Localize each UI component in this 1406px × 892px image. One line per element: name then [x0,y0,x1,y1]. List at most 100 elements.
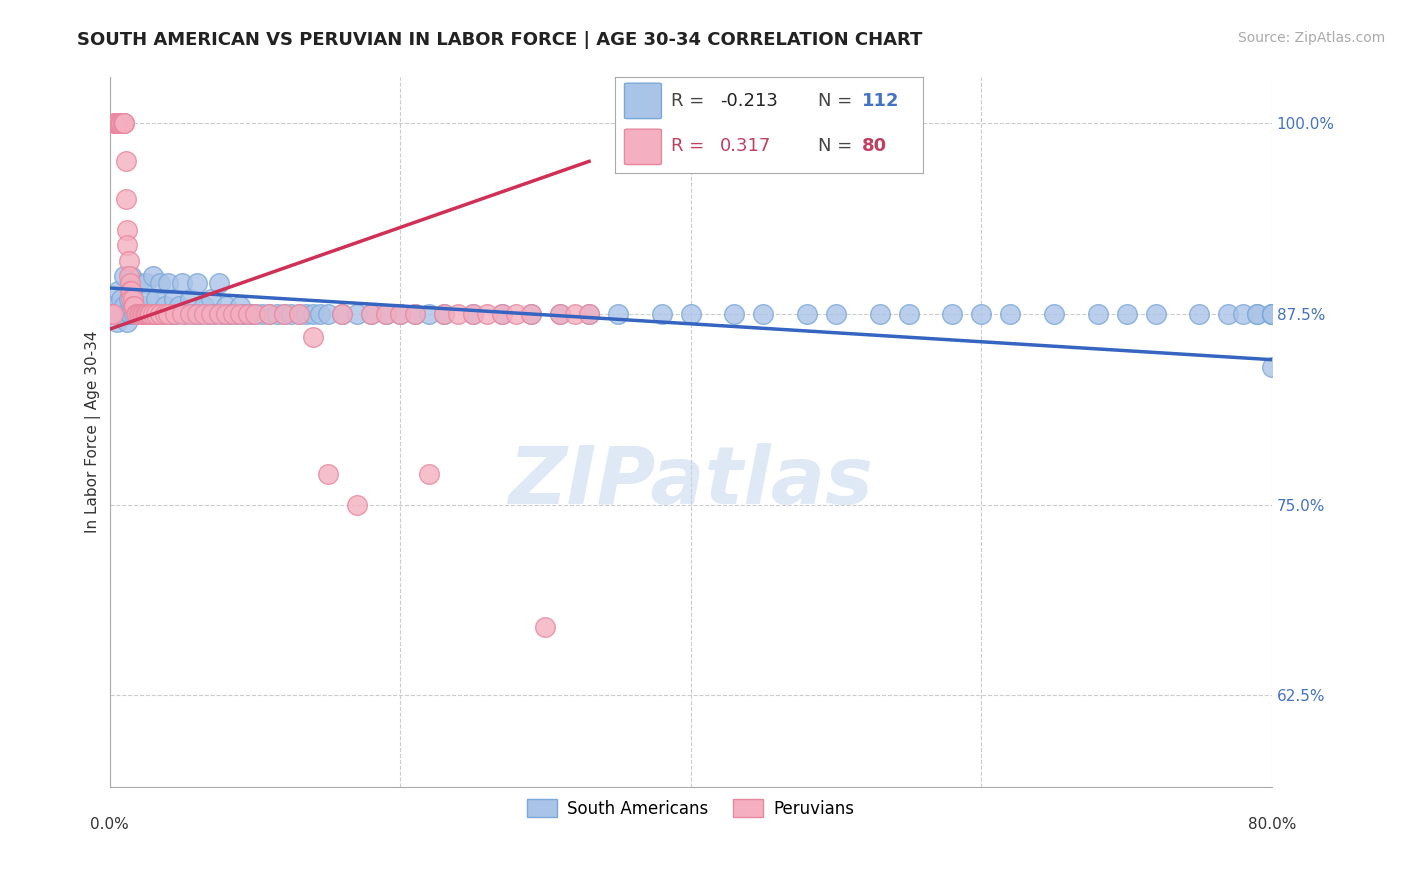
Point [302,307,325,321]
Point [226,307,249,321]
Point [360,307,382,321]
Point [128,277,150,291]
Point [112,268,135,283]
Point [491,307,513,321]
Point [200,292,222,306]
Point [107,116,129,130]
Point [273,307,295,321]
Point [120,284,142,298]
Point [111,116,134,130]
Point [108,116,131,130]
Point [1246,307,1268,321]
Point [1000,307,1022,321]
Point [107,116,129,130]
Point [825,307,848,321]
Point [236,307,259,321]
Point [112,116,135,130]
Point [564,307,586,321]
Point [153,307,176,321]
Point [302,330,325,344]
Point [520,307,543,321]
Point [132,307,155,321]
Point [117,253,139,268]
Point [651,307,673,321]
Point [142,268,165,283]
Point [135,277,157,291]
Point [186,277,208,291]
Point [139,307,162,321]
Point [418,307,440,321]
Point [1246,307,1268,321]
Point [1115,307,1137,321]
Point [172,307,194,321]
Point [491,307,513,321]
Point [232,307,254,321]
Point [149,277,172,291]
Point [118,307,141,321]
Point [578,307,600,321]
Point [212,307,235,321]
Point [280,307,302,321]
Point [240,307,263,321]
Text: ZIPatlas: ZIPatlas [508,442,873,521]
Point [346,498,368,512]
Point [107,284,129,298]
Point [103,299,125,313]
Point [374,307,396,321]
Point [287,307,309,321]
Point [183,307,205,321]
Point [136,307,159,321]
Point [200,307,222,321]
Point [389,307,412,321]
Point [127,307,149,321]
Point [138,292,160,306]
Point [433,307,456,321]
Point [1261,307,1284,321]
Point [111,116,134,130]
Point [1218,307,1240,321]
Point [114,154,136,169]
Point [104,307,127,321]
Point [1188,307,1211,321]
Legend: South Americans, Peruvians: South Americans, Peruvians [520,793,860,824]
Point [105,116,128,130]
Point [150,307,173,321]
Point [1087,307,1109,321]
Point [110,116,132,130]
Point [207,307,229,321]
Point [330,307,353,321]
Point [520,307,543,321]
Point [101,307,124,321]
Point [112,299,135,313]
Point [250,307,273,321]
Point [127,307,149,321]
Point [115,238,138,252]
Point [218,307,240,321]
Point [229,307,252,321]
Point [534,620,557,634]
Point [131,299,153,313]
Point [128,307,150,321]
Point [163,307,186,321]
Point [153,299,176,313]
Point [215,307,238,321]
Point [193,307,215,321]
Point [146,307,169,321]
Point [124,307,146,321]
Point [1232,307,1254,321]
Point [404,307,426,321]
Point [174,307,197,321]
Point [138,307,160,321]
Point [135,307,157,321]
Point [294,307,316,321]
Point [125,299,148,313]
Point [374,307,396,321]
Point [120,292,142,306]
Point [103,116,125,130]
Point [142,307,165,321]
Point [172,277,194,291]
Point [108,307,131,321]
Point [1261,307,1284,321]
Point [1144,307,1167,321]
Point [132,307,155,321]
